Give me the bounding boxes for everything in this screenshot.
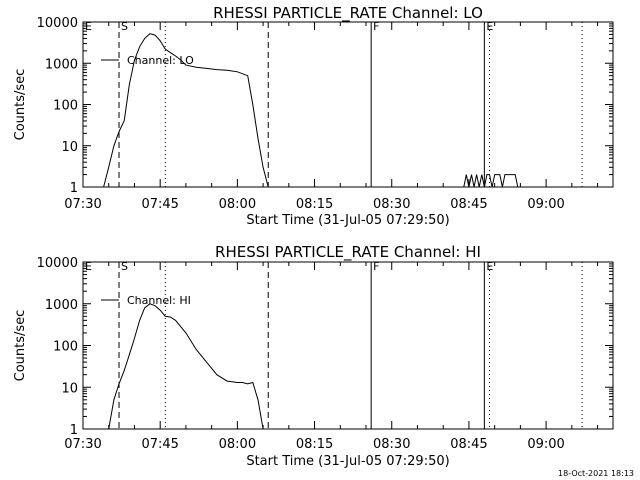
x-tick-label: 08:15: [296, 437, 333, 452]
x-tick-label: 08:15: [296, 197, 333, 212]
y-tick-label: 10: [61, 140, 78, 155]
event-marker-label: F: [373, 260, 379, 273]
y-tick-label: 10: [61, 381, 78, 396]
x-tick-label: 08:00: [219, 197, 256, 212]
event-marker-label: E: [85, 20, 92, 33]
y-axis-label: Counts/sec: [13, 310, 28, 382]
x-tick-label: 07:30: [64, 437, 101, 452]
y-tick-label: 1000: [45, 57, 78, 72]
x-tick-label: 09:00: [527, 437, 564, 452]
event-marker-label: S: [121, 20, 128, 33]
y-tick-label: 1: [70, 423, 78, 438]
x-tick-label: 09:00: [527, 197, 564, 212]
lo-channel-panel: RHESSI PARTICLE_RATE Channel: LO Start Ti…: [13, 4, 614, 228]
y-tick-label: 100: [53, 99, 78, 114]
hi-channel-panel: RHESSI PARTICLE_RATE Channel: HI Start Ti…: [13, 243, 614, 469]
legend-label: Channel: HI: [127, 294, 191, 307]
x-tick-label: 08:45: [450, 197, 487, 212]
y-tick-label: 1: [70, 181, 78, 196]
y-tick-label: 10000: [37, 256, 78, 271]
x-tick-label: 08:00: [219, 437, 256, 452]
x-tick-label: 07:45: [141, 437, 178, 452]
series-line: [463, 174, 519, 188]
x-tick-label: 07:45: [141, 197, 178, 212]
legend-label: Channel: LO: [127, 54, 194, 67]
x-axis-label: Start Time (31-Jul-05 07:29:50): [246, 454, 449, 469]
x-tick-label: 07:30: [64, 197, 101, 212]
series-line: [103, 33, 269, 188]
y-axis-label: Counts/sec: [13, 69, 28, 141]
x-tick-label: 08:45: [450, 437, 487, 452]
chart-title: RHESSI PARTICLE_RATE Channel: HI: [215, 243, 481, 262]
y-tick-label: 1000: [45, 298, 78, 313]
y-tick-label: 100: [53, 340, 78, 355]
series-line: [108, 303, 264, 430]
event-marker-label: S: [121, 260, 128, 273]
event-marker-label: E: [85, 260, 92, 273]
x-axis-label: Start Time (31-Jul-05 07:29:50): [246, 213, 449, 228]
y-tick-label: 10000: [37, 16, 78, 31]
event-marker-label: F: [373, 20, 379, 33]
chart-title: RHESSI PARTICLE_RATE Channel: LO: [213, 4, 483, 23]
x-tick-label: 08:30: [373, 437, 410, 452]
generation-timestamp: 18-Oct-2021 18:13: [558, 469, 634, 478]
x-tick-label: 08:30: [373, 197, 410, 212]
